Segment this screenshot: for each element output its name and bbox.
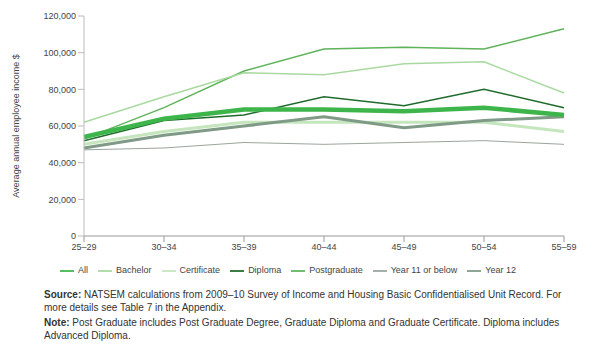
svg-text:40–44: 40–44 [311,242,336,252]
svg-text:35–39: 35–39 [231,242,256,252]
html-text:All: All [78,265,89,276]
svg-text:55–59: 55–59 [551,242,576,252]
svg-text:0: 0 [71,231,76,241]
html-text:Note: Post Graduate includes P: Note: Post Graduate includes Post Gradua… [44,317,560,341]
svg-text:Average annual employee income: Average annual employee income $ [11,54,21,197]
html-text:Year 11 or below: Year 11 or below [390,265,458,276]
svg-text:30–34: 30–34 [151,242,176,252]
html-text:Source: NATSEM calculations fr: Source: NATSEM calculations from 2009–10… [44,289,562,313]
html-text:Certificate: Certificate [179,265,221,276]
svg-text:40,000: 40,000 [48,158,76,168]
html-text:Diploma: Diploma [248,265,282,276]
svg-text:60,000: 60,000 [48,121,76,131]
svg-text:120,000: 120,000 [43,11,76,21]
html-text:Bachelor: Bachelor [116,265,152,276]
svg-text:50–54: 50–54 [471,242,496,252]
svg-text:20,000: 20,000 [48,195,76,205]
html-text:Postgraduate: Postgraduate [309,265,363,276]
svg-text:80,000: 80,000 [48,85,76,95]
html-text:Year 12: Year 12 [485,265,516,276]
svg-text:100,000: 100,000 [43,48,76,58]
svg-text:25–29: 25–29 [71,242,96,252]
svg-text:45–49: 45–49 [391,242,416,252]
